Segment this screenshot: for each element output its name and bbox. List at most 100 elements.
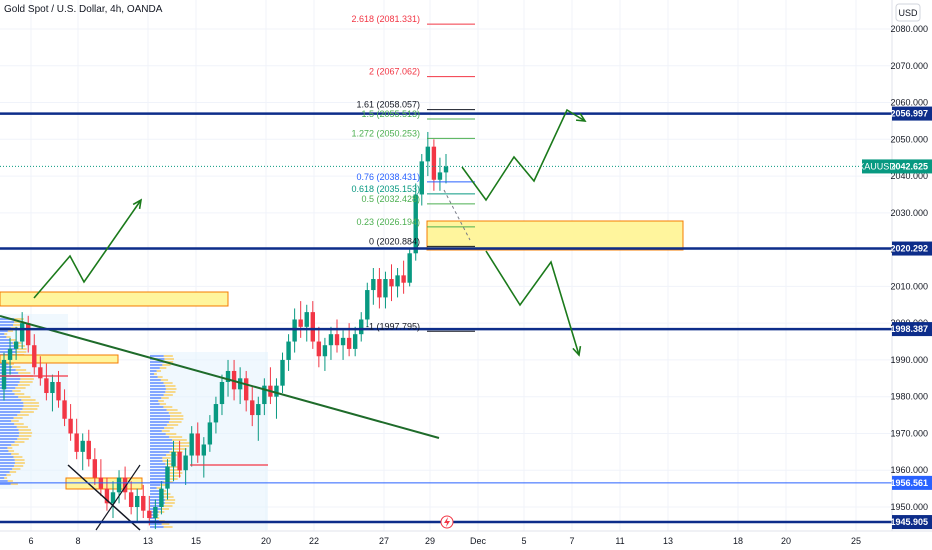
volume-bar [0, 369, 16, 371]
supply-demand-zone [426, 220, 684, 251]
time-tick: 18 [733, 536, 743, 546]
fib-level-label: 2.618 (2081.331) [351, 14, 420, 24]
up-move-line [95, 464, 141, 531]
volume-bar [19, 381, 33, 383]
volume-bar [150, 484, 161, 486]
drawing-lines [0, 112, 892, 531]
volume-bar [18, 435, 32, 437]
candle-body [7, 348, 13, 360]
volume-bar [0, 432, 20, 434]
candle-body [116, 477, 122, 493]
volume-bar [150, 379, 161, 381]
down-move-line [67, 464, 141, 531]
candle-body [310, 312, 315, 342]
projection-arrow-left [33, 199, 142, 299]
volume-bar [6, 336, 11, 338]
volume-bar [162, 493, 171, 495]
volume-bar [23, 402, 39, 404]
volume-bar [165, 433, 177, 435]
volume-bar [0, 396, 19, 398]
volume-bar [0, 393, 15, 395]
volume-bar [168, 475, 181, 477]
descending-trendline [0, 315, 440, 439]
candle-body [110, 492, 116, 504]
volume-bar [150, 517, 156, 519]
candle-body [26, 323, 31, 346]
volume-bar [150, 481, 164, 483]
volume-bar [161, 430, 170, 432]
volume-bar [150, 397, 162, 399]
volume-bar [150, 505, 164, 507]
candle-body [86, 440, 91, 460]
volume-bar [150, 367, 160, 369]
projection-arrow-left-head [132, 198, 143, 210]
volume-bar [150, 448, 172, 450]
volume-bar [18, 429, 31, 431]
volume-bar [150, 487, 157, 489]
volume-bar [0, 420, 12, 422]
level-badge-label: 1945.905 [890, 517, 928, 527]
volume-bar [150, 421, 169, 423]
volume-bar [12, 468, 21, 470]
volume-bar [173, 442, 190, 444]
volume-bar [0, 387, 16, 389]
volume-bar [7, 330, 13, 332]
volume-bar [11, 444, 19, 446]
fib-level-label: 1.5 (2055.513) [361, 109, 420, 119]
volume-bar [19, 432, 33, 434]
fib-level-label: 0.618 (2035.153) [351, 184, 420, 194]
candle-body [292, 319, 297, 342]
candle-body [346, 337, 352, 349]
volume-bar [169, 436, 183, 438]
volume-bar [150, 526, 164, 528]
volume-bar [14, 441, 25, 443]
candle-body [159, 488, 164, 507]
candle-body [250, 400, 255, 416]
volume-bar [166, 478, 178, 480]
time-axis-bg [0, 531, 932, 550]
volume-bar [8, 450, 15, 452]
candle-body [237, 378, 243, 390]
volume-bar [150, 409, 167, 411]
candle-body [183, 455, 188, 471]
price-tick: 2010.000 [890, 281, 928, 291]
candle-body [225, 370, 231, 382]
volume-bar [169, 451, 183, 453]
volume-bar [164, 427, 174, 429]
volume-bar [150, 364, 163, 366]
volume-bar [150, 463, 166, 465]
candle-body [322, 345, 328, 357]
volume-bar [0, 402, 24, 404]
level-badge-label: 2056.997 [890, 109, 928, 119]
candle-body [56, 381, 61, 401]
volume-bar [150, 496, 165, 498]
price-tick: 2050.000 [890, 134, 928, 144]
candle-body [359, 319, 364, 335]
volume-bar [150, 370, 157, 372]
level-badge [892, 322, 932, 337]
level-badge [892, 241, 932, 256]
candle-body [365, 290, 370, 320]
price-tick: 1990.000 [890, 355, 928, 365]
volume-bar [0, 456, 14, 458]
volume-bar [168, 412, 182, 414]
currency-label: USD [898, 8, 918, 18]
volume-bar [7, 480, 13, 482]
volume-bar [150, 460, 163, 462]
volume-bar [150, 475, 169, 477]
volume-bar [0, 411, 21, 413]
price-tick: 2070.000 [890, 61, 928, 71]
volume-bar [160, 484, 167, 486]
fib-level-label: 0.76 (2038.431) [356, 172, 420, 182]
volume-bar [150, 415, 171, 417]
volume-bar [0, 429, 19, 431]
volume-bar [0, 465, 14, 467]
volume-bar [11, 420, 19, 422]
volume-bar [23, 405, 40, 407]
candle-body [32, 345, 37, 368]
candle-body [68, 418, 73, 434]
candle-body [128, 492, 134, 507]
volume-bar [166, 409, 178, 411]
candle-body [92, 459, 98, 478]
